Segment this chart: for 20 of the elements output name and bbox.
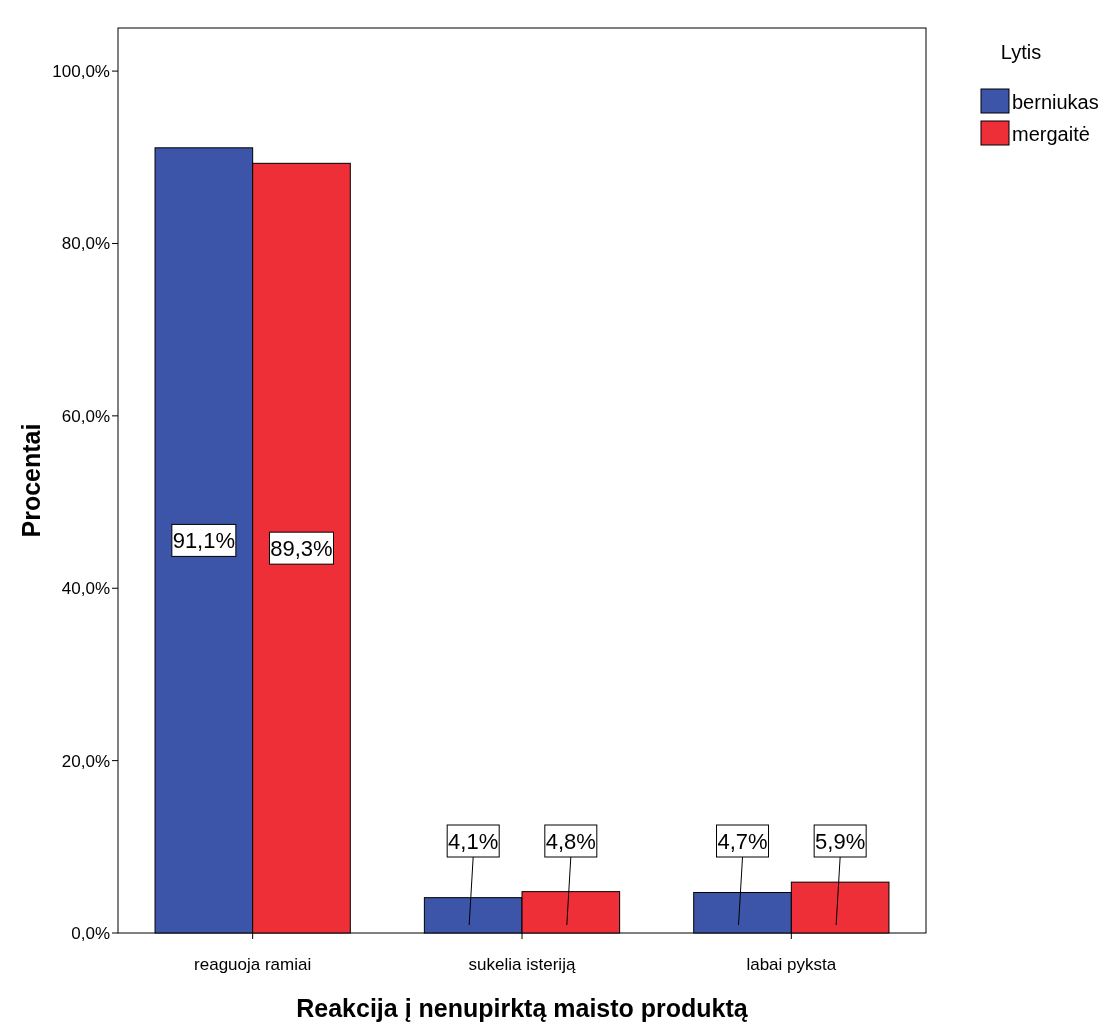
x-axis-title: Reakcija į nenupirktą maisto produktą bbox=[296, 994, 749, 1022]
y-tick-label: 0,0% bbox=[71, 924, 110, 943]
x-tick-label: reaguoja ramiai bbox=[194, 955, 312, 974]
data-label: 91,1% bbox=[172, 528, 236, 554]
data-label: 89,3% bbox=[270, 536, 333, 562]
legend-title: Lytis bbox=[1000, 41, 1042, 63]
y-axis-title: Procentai bbox=[17, 423, 45, 538]
data-label: 4,8% bbox=[545, 829, 596, 854]
y-tick-label: 40,0% bbox=[61, 579, 110, 599]
y-tick-label: 20,0% bbox=[61, 751, 110, 771]
y-tick-label: 100,0% bbox=[52, 62, 110, 82]
x-tick-label: labai pyksta bbox=[746, 955, 837, 974]
x-tick-label: sukelia isteriją bbox=[468, 955, 576, 974]
legend-label: berniukas bbox=[1012, 91, 1099, 113]
legend-label: mergaitė bbox=[1012, 123, 1090, 145]
data-label: 4,7% bbox=[717, 829, 768, 854]
y-tick-label: 60,0% bbox=[61, 406, 110, 426]
data-label: 4,1% bbox=[448, 829, 499, 854]
y-tick-label: 80,0% bbox=[61, 234, 110, 254]
data-label: 5,9% bbox=[815, 829, 866, 854]
